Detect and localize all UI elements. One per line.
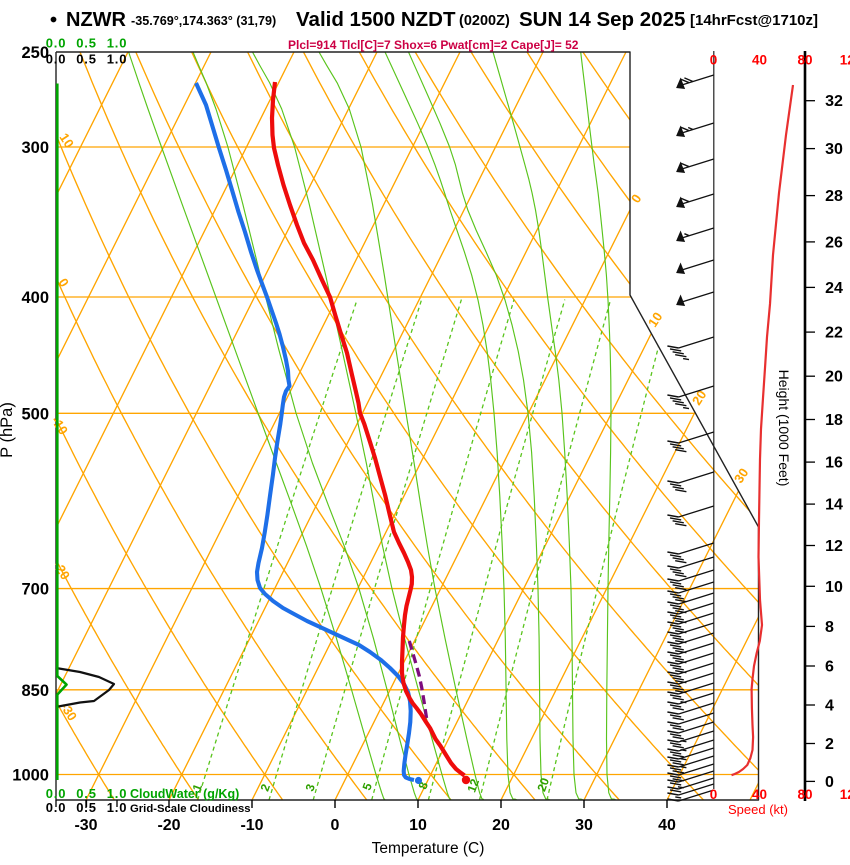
- svg-text:20: 20: [534, 776, 552, 794]
- svg-text:[14hrFcst@1710z]: [14hrFcst@1710z]: [690, 12, 818, 29]
- svg-text:30: 30: [825, 141, 843, 158]
- svg-text:(0200Z): (0200Z): [459, 13, 510, 29]
- svg-text:0.5: 0.5: [76, 52, 96, 67]
- svg-text:Valid 1500 NZDT: Valid 1500 NZDT: [296, 8, 456, 31]
- svg-text:120: 120: [840, 53, 850, 68]
- svg-text:12: 12: [825, 538, 843, 555]
- svg-text:0.0: 0.0: [46, 800, 66, 815]
- svg-text:40: 40: [752, 787, 767, 802]
- svg-text:120: 120: [840, 787, 850, 802]
- svg-text:26: 26: [825, 234, 843, 251]
- svg-text:8: 8: [825, 619, 834, 636]
- svg-text:20: 20: [825, 369, 843, 386]
- svg-text:Speed (kt): Speed (kt): [728, 802, 788, 817]
- svg-text:1.0: 1.0: [107, 36, 127, 51]
- svg-text:850: 850: [21, 682, 49, 700]
- svg-text:2: 2: [825, 736, 834, 753]
- svg-text:300: 300: [21, 139, 49, 157]
- svg-text:24: 24: [825, 280, 843, 297]
- svg-text:30: 30: [575, 817, 593, 834]
- svg-text:30: 30: [731, 465, 751, 485]
- svg-text:1000: 1000: [12, 767, 49, 785]
- svg-text:0: 0: [825, 774, 834, 791]
- svg-text:500: 500: [21, 405, 49, 423]
- svg-text:22: 22: [825, 325, 843, 342]
- svg-text:10: 10: [825, 579, 843, 596]
- svg-text:Height (1000 Feet): Height (1000 Feet): [776, 370, 792, 487]
- svg-text:400: 400: [21, 289, 49, 307]
- svg-text:16: 16: [825, 455, 843, 472]
- svg-text:-35.769°,174.363° (31,79): -35.769°,174.363° (31,79): [131, 14, 276, 28]
- svg-text:1.0: 1.0: [107, 800, 127, 815]
- svg-text:5: 5: [360, 781, 376, 792]
- svg-text:2: 2: [258, 782, 274, 793]
- svg-text:250: 250: [21, 44, 49, 62]
- svg-text:8: 8: [416, 780, 432, 791]
- svg-text:1.0: 1.0: [107, 786, 127, 801]
- svg-text:NZWR: NZWR: [66, 9, 127, 31]
- svg-text:28: 28: [825, 188, 843, 205]
- svg-text:0: 0: [710, 53, 718, 68]
- svg-text:0: 0: [710, 787, 718, 802]
- svg-text:6: 6: [825, 659, 834, 676]
- svg-text:32: 32: [825, 93, 843, 110]
- svg-text:0.0: 0.0: [46, 52, 66, 67]
- svg-text:Temperature (C): Temperature (C): [372, 840, 485, 857]
- svg-text:1: 1: [190, 782, 206, 793]
- svg-text:1.0: 1.0: [107, 52, 127, 67]
- svg-text:P (hPa): P (hPa): [0, 402, 16, 458]
- svg-text:SUN 14 Sep 2025: SUN 14 Sep 2025: [519, 8, 685, 31]
- svg-text:0.5: 0.5: [76, 800, 96, 815]
- svg-text:40: 40: [658, 817, 676, 834]
- svg-text:3: 3: [303, 782, 319, 793]
- svg-text:-20: -20: [157, 817, 180, 834]
- svg-text:18: 18: [825, 412, 843, 429]
- svg-text:4: 4: [825, 698, 834, 715]
- svg-text:10: 10: [57, 130, 77, 150]
- svg-text:0.5: 0.5: [76, 36, 96, 51]
- svg-text:-30: -30: [74, 817, 97, 834]
- svg-text:40: 40: [752, 53, 767, 68]
- svg-text:0: 0: [331, 817, 340, 834]
- svg-text:Plcl=914 Tlcl[C]=7 Shox=6 Pwat: Plcl=914 Tlcl[C]=7 Shox=6 Pwat[cm]=2 Cap…: [288, 38, 579, 52]
- svg-text:14: 14: [825, 497, 843, 514]
- svg-text:CloudWater (g/Kg): CloudWater (g/Kg): [130, 787, 239, 801]
- svg-text:10: 10: [645, 309, 665, 329]
- svg-text:0.0: 0.0: [46, 36, 66, 51]
- svg-text:10: 10: [409, 817, 427, 834]
- svg-text:700: 700: [21, 581, 49, 599]
- svg-text:80: 80: [797, 787, 812, 802]
- svg-text:Grid-Scale Cloudiness: Grid-Scale Cloudiness: [130, 803, 251, 815]
- svg-text:80: 80: [797, 53, 812, 68]
- svg-text:0.0: 0.0: [46, 786, 66, 801]
- svg-text:20: 20: [492, 817, 510, 834]
- svg-text:-10: -10: [240, 817, 263, 834]
- svg-text:0.5: 0.5: [76, 786, 96, 801]
